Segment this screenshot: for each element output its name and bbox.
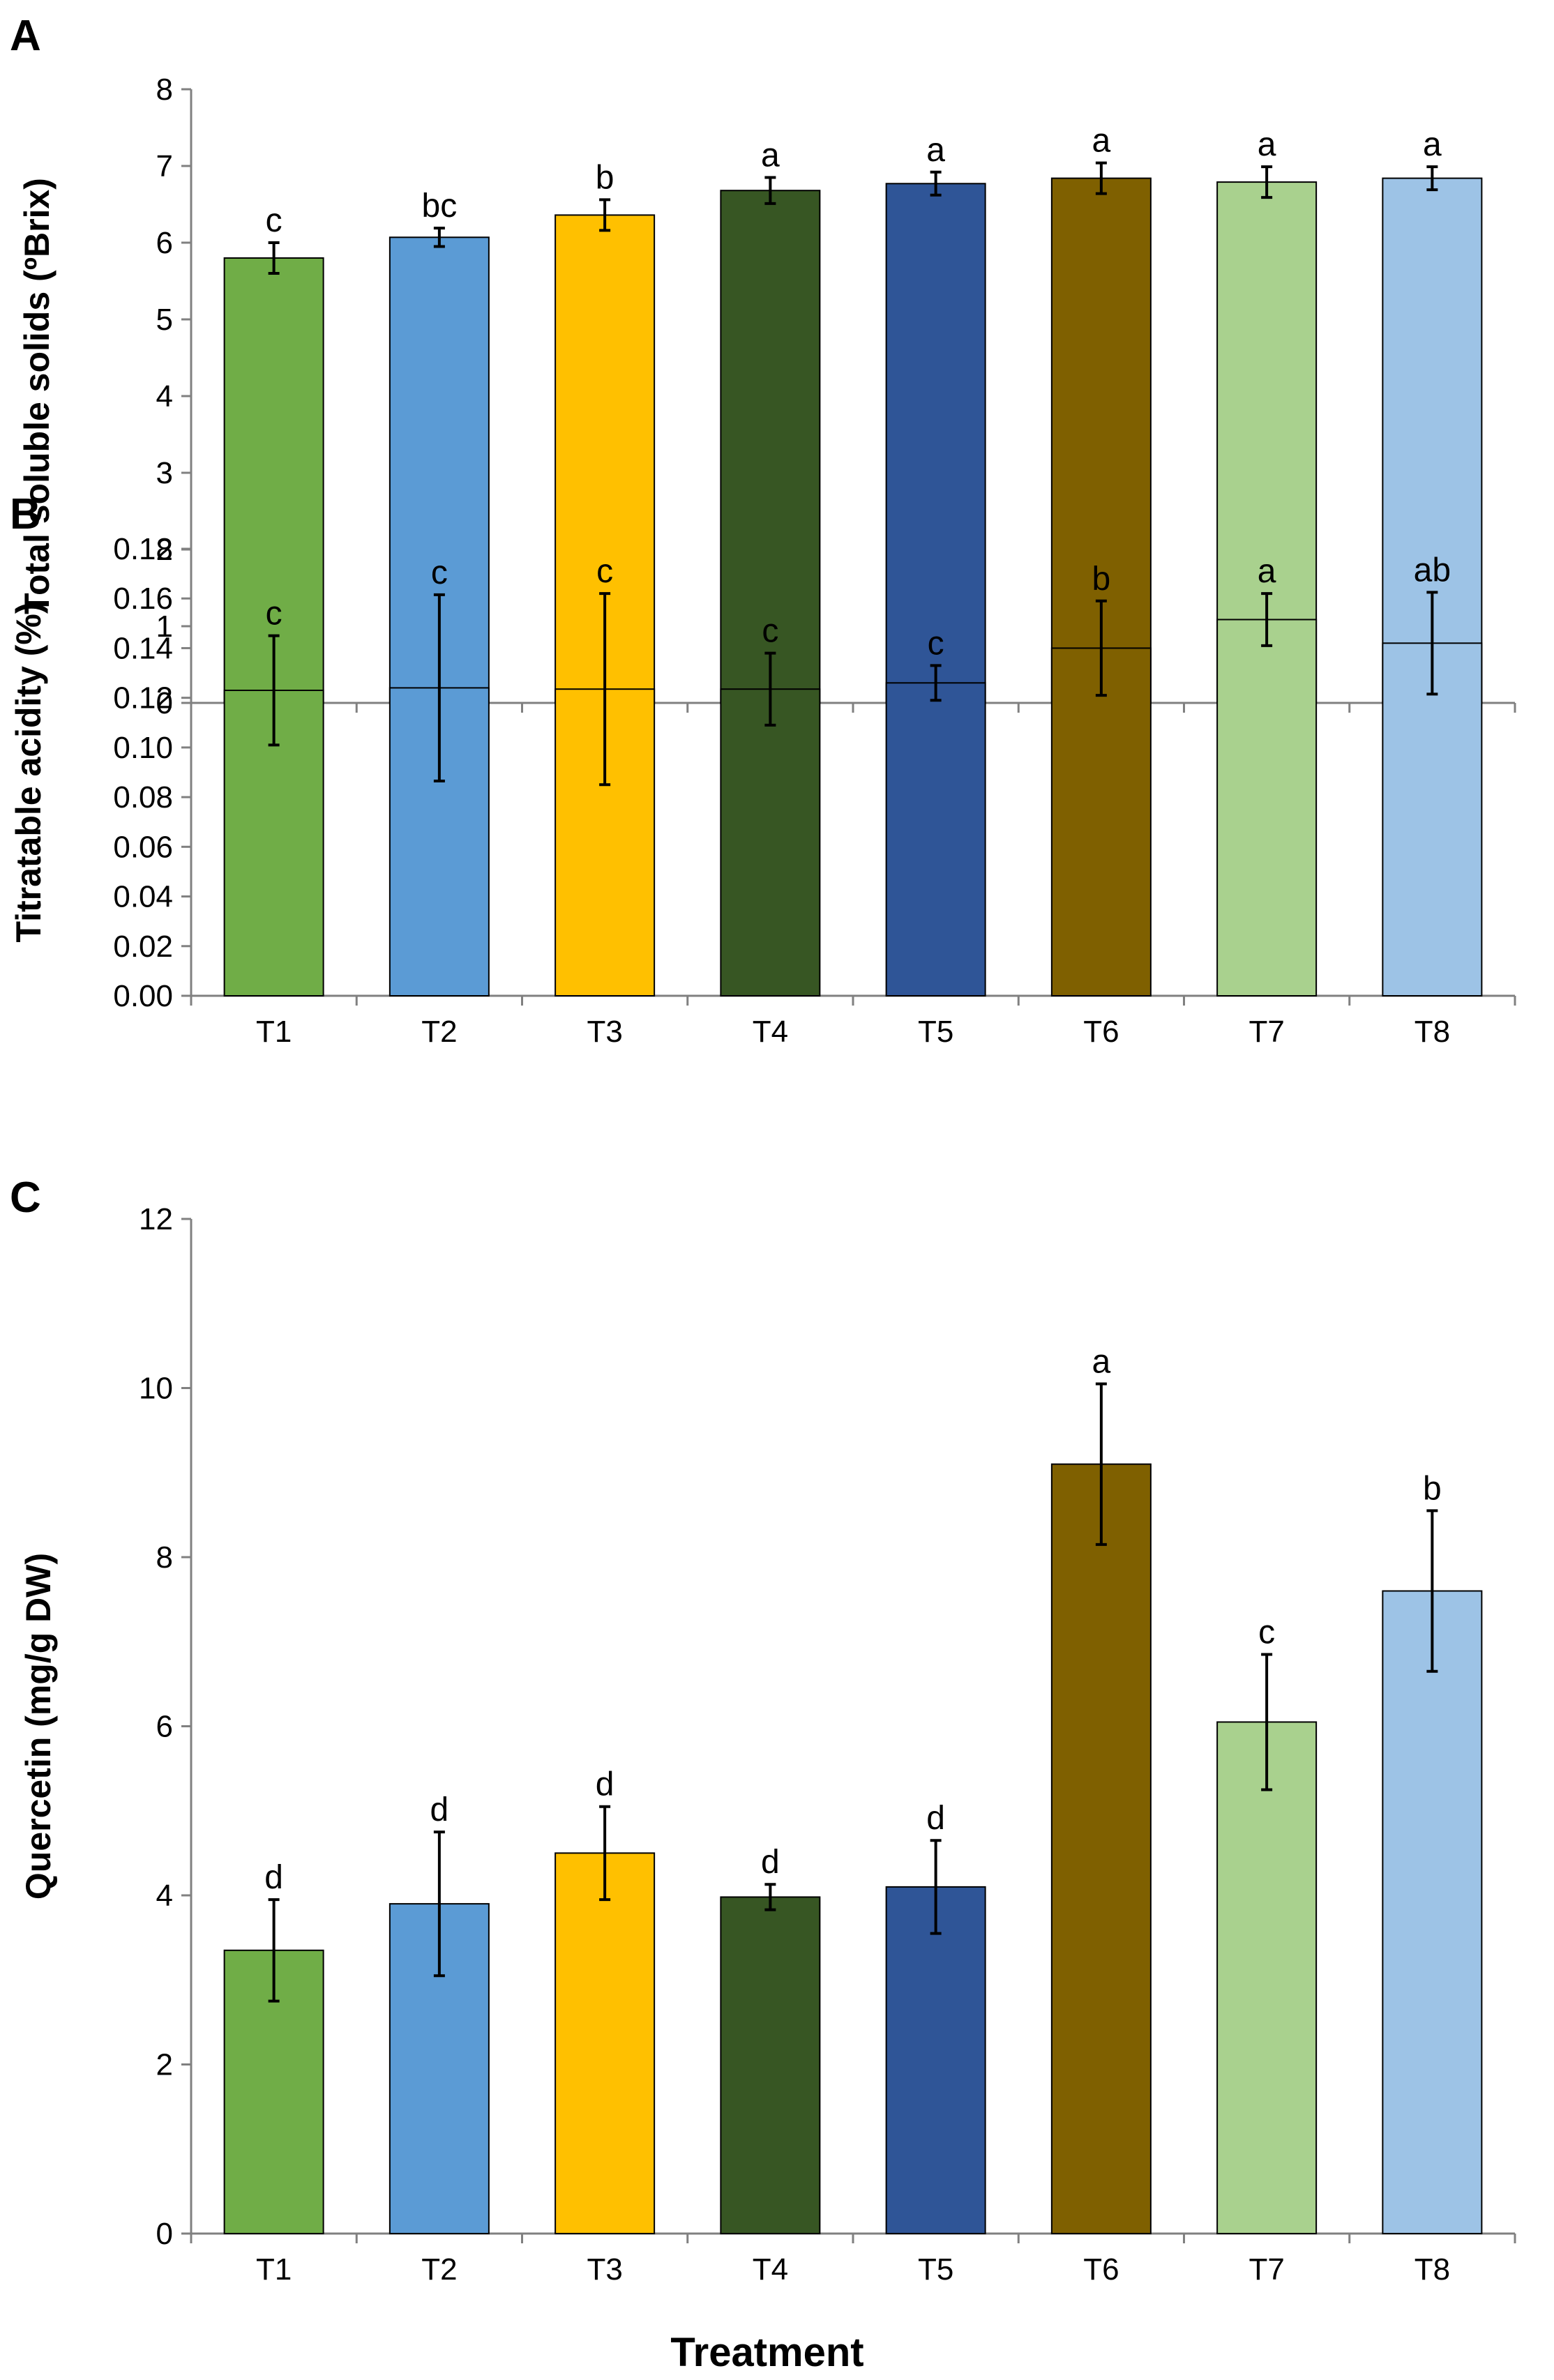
y-tick-label: 6 <box>156 1710 173 1744</box>
y-tick-label: 0 <box>156 2217 173 2251</box>
y-tick-label: 4 <box>156 1879 173 1913</box>
y-tick-label: 10 <box>139 1372 173 1406</box>
y-tick-label: 0.02 <box>113 930 173 964</box>
x-tick-label: T3 <box>587 1015 622 1049</box>
significance-letter: a <box>761 137 780 174</box>
y-axis-label: Quercetin (mg/g DW) <box>19 1553 58 1900</box>
y-tick-label: 2 <box>156 2048 173 2082</box>
bar-t3 <box>555 1852 656 2234</box>
y-tick-label: 4 <box>156 379 173 414</box>
significance-letter: ab <box>1414 552 1451 589</box>
panel-label: C <box>10 1174 41 1222</box>
y-tick-label: 0.18 <box>113 532 173 566</box>
panel-c: C Quercetin (mg/g DW) 0 2 4 6 8 10 12 d T1 d T2 d T3 d T… <box>10 1174 1516 2287</box>
x-tick-label: T1 <box>256 2252 292 2287</box>
bar-t1 <box>223 257 324 704</box>
y-axis-label: Titratable acidity (%) <box>9 602 48 942</box>
significance-letter: a <box>1258 553 1276 590</box>
x-tick-label: T8 <box>1415 1015 1450 1049</box>
significance-letter: d <box>761 1844 780 1881</box>
y-tick-label: 3 <box>156 456 173 490</box>
x-tick-label: T5 <box>918 1015 953 1049</box>
bar-t6 <box>1050 1463 1152 2234</box>
bar-t6 <box>1050 647 1152 996</box>
significance-letter: a <box>926 132 945 169</box>
x-tick-label: T6 <box>1083 1015 1119 1049</box>
bar-t8 <box>1382 1590 1483 2234</box>
panel-label: B <box>10 490 41 538</box>
significance-letter: d <box>430 1791 449 1828</box>
y-tick-label: 8 <box>156 1540 173 1575</box>
y-tick-label: 0.10 <box>113 731 173 765</box>
significance-letter: d <box>596 1766 614 1803</box>
x-axis-title: Treatment <box>670 2330 863 2375</box>
y-tick-label: 0.16 <box>113 582 173 616</box>
y-tick-label: 12 <box>139 1202 173 1236</box>
y-tick-label: 0.06 <box>113 830 173 864</box>
significance-letter: b <box>596 159 614 196</box>
bar-t7 <box>1216 619 1318 996</box>
bar-t5 <box>885 682 986 996</box>
y-tick-label: 0.14 <box>113 631 173 665</box>
x-tick-label: T8 <box>1415 2252 1450 2287</box>
panel-label: A <box>10 12 41 60</box>
y-tick-label: 7 <box>156 149 173 183</box>
bar-t4 <box>720 1896 821 2235</box>
significance-letter: bc <box>422 188 458 225</box>
x-tick-label: T2 <box>421 1015 457 1049</box>
significance-letter: b <box>1092 561 1111 598</box>
significance-letter: c <box>266 202 282 239</box>
bar-t7 <box>1216 1721 1318 2234</box>
bar-t5 <box>885 183 986 704</box>
significance-letter: a <box>1258 126 1276 163</box>
bar-t4 <box>720 688 821 996</box>
y-tick-label: 0.04 <box>113 880 173 914</box>
significance-letter: d <box>264 1859 283 1896</box>
x-tick-label: T3 <box>587 2252 622 2287</box>
x-tick-label: T4 <box>753 2252 788 2287</box>
significance-letter: c <box>762 613 778 650</box>
significance-letter: c <box>431 554 448 591</box>
y-tick-label: 1 <box>156 609 173 644</box>
x-tick-label: T1 <box>256 1015 292 1049</box>
y-tick-label: 5 <box>156 303 173 337</box>
bar-t5 <box>885 1886 986 2234</box>
significance-letter: c <box>266 596 282 632</box>
significance-letter: d <box>926 1800 945 1837</box>
significance-letter: c <box>596 553 613 590</box>
y-tick-label: 8 <box>156 73 173 107</box>
x-tick-label: T5 <box>918 2252 953 2287</box>
panel-b: B Titratable acidity (%) 0.00 0.02 0.04 0.06 0… <box>9 490 1516 1049</box>
y-axis-label: Total soluble solids (ºBrix) <box>17 178 56 614</box>
y-tick-label: 0.08 <box>113 780 173 814</box>
y-tick-label: 0 <box>156 686 173 720</box>
y-tick-label: 0.00 <box>113 979 173 1013</box>
x-tick-label: T6 <box>1083 2252 1119 2287</box>
significance-letter: a <box>1423 126 1442 163</box>
y-tick-label: 0.12 <box>113 681 173 715</box>
x-tick-label: T4 <box>753 1015 788 1049</box>
x-tick-label: T7 <box>1249 1015 1284 1049</box>
y-tick-label: 6 <box>156 226 173 260</box>
significance-letter: b <box>1423 1470 1442 1507</box>
significance-letter: c <box>1258 1614 1275 1651</box>
x-tick-label: T7 <box>1249 2252 1284 2287</box>
significance-letter: a <box>1092 1343 1111 1380</box>
significance-letter: a <box>1092 123 1111 160</box>
x-tick-label: T2 <box>421 2252 457 2287</box>
bar-t8 <box>1382 642 1483 996</box>
y-tick-label: 2 <box>156 533 173 567</box>
bar-t4 <box>720 190 821 704</box>
significance-letter: c <box>928 625 944 662</box>
